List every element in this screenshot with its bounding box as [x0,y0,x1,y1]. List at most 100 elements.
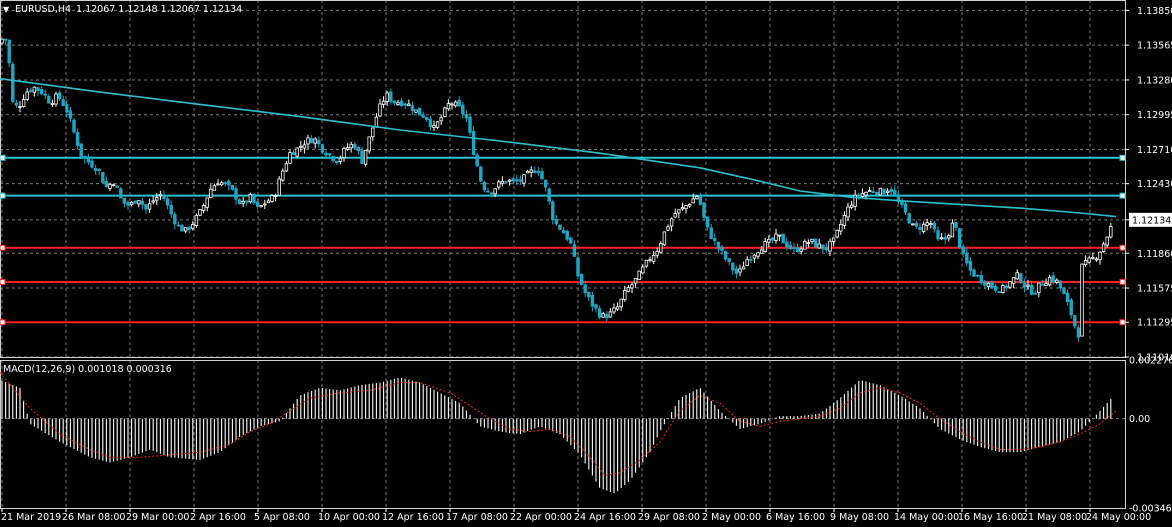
candle-body [133,200,137,204]
candle-body [741,266,746,270]
candle-body [299,145,303,148]
candle-body [417,107,422,116]
candle-body [1098,251,1102,261]
candle-body [194,215,199,226]
candle-body [140,200,145,205]
candle-body [795,247,800,253]
candle-body [191,224,195,229]
candle-body [381,100,386,105]
candle-body [723,251,728,260]
candle-body [619,298,623,308]
candle-body [147,203,152,210]
time-tick-label: 2 May 00:00 [702,512,761,523]
candle-body [317,139,321,145]
candle-body [1069,299,1073,316]
candle-body [968,260,973,271]
candle-body [914,222,919,227]
candle-body [954,221,958,228]
candle-body [554,219,559,225]
candle-body [1109,226,1113,238]
candle-body [342,148,346,158]
horizontal-levels[interactable] [0,154,1126,326]
candle-body [1094,258,1099,261]
candle-body [489,192,494,195]
candle-body [281,170,285,181]
current-price-label: 1.12134 [1132,215,1171,226]
candle-body [929,223,933,225]
candle-body [497,181,501,188]
candle-body [331,155,335,162]
candle-body [633,277,638,284]
candle-body [86,156,91,163]
candle-body [389,91,393,102]
level-handle-left [0,319,6,326]
price-tick-label: 1.13565 [1137,41,1172,52]
candle-body [263,203,267,206]
price-tick-label: 1.11860 [1137,249,1172,260]
candle-body [637,270,641,280]
candle-body [990,281,994,288]
price-tick-label: 1.13280 [1137,75,1172,86]
candle-body [781,233,785,244]
candle-body [39,88,44,95]
candle-body [641,266,645,274]
candle-body [255,201,260,207]
candle-body [515,179,519,182]
candle-body [421,114,425,118]
candle-body [1065,292,1070,302]
candle-body [338,157,343,162]
candle-body [14,102,19,106]
level-handle-left [0,192,6,199]
candle-body [547,188,551,202]
candle-body [43,93,47,96]
candle-body [713,238,717,241]
candle-body [201,205,206,211]
candle-body [65,104,69,113]
candle-body [79,143,83,157]
candle-body [83,155,87,159]
candle-body [673,213,677,218]
candle-body [173,214,177,225]
candle-body [108,183,112,189]
candle-body [25,91,29,100]
time-tick-label: 12 Apr 16:00 [382,512,444,523]
candle-body [309,138,314,144]
candle-body [7,40,11,64]
candle-body [1015,272,1019,280]
level-handle-right [1119,319,1126,326]
candle-body [486,190,490,193]
candle-body [475,154,479,167]
candle-body [1076,327,1081,338]
candle-body [392,100,397,104]
candle-body [839,223,843,232]
level-handle-right [1119,192,1126,199]
candle-body [655,250,659,256]
candle-body [896,195,901,202]
candle-body [234,188,238,200]
candle-body [882,189,886,195]
candle-body [273,195,278,197]
candle-body [295,147,299,157]
time-tick-label: 6 May 16:00 [766,512,825,523]
candle-body [216,183,220,186]
candle-body [1029,284,1034,295]
candle-body [1037,282,1041,294]
macd-tick-label: 0.00 [1129,414,1150,425]
candle-body [57,92,62,100]
time-tick-label: 29 Apr 08:00 [638,512,700,523]
candle-body [162,195,166,199]
candle-body [1083,259,1088,266]
candle-body [32,86,37,93]
candle-body [979,275,983,284]
candle-body [471,130,476,156]
candle-body [529,169,533,173]
candle-body [893,190,897,196]
candle-body [806,242,811,245]
candle-body [983,281,987,286]
candle-body [353,143,357,149]
candle-body [666,226,670,231]
candle-body [605,314,609,319]
candle-body [561,229,566,234]
candle-body [576,257,580,277]
